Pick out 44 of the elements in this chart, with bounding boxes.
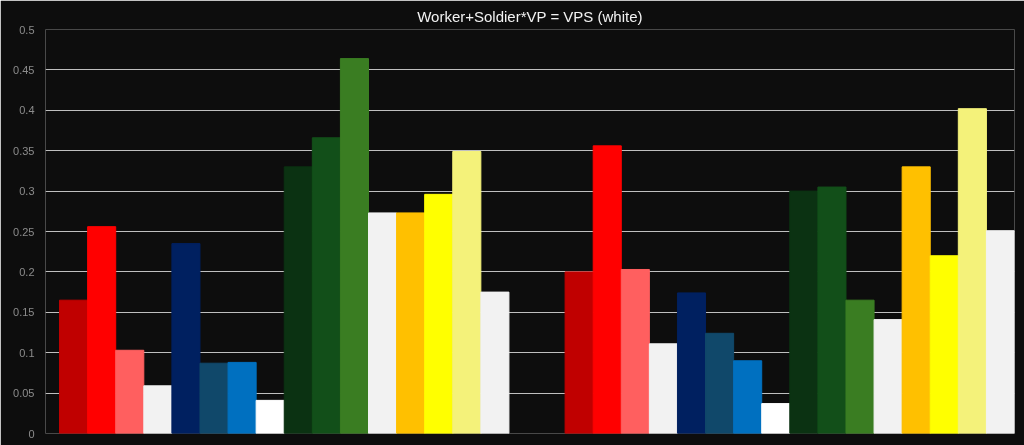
- bar: [424, 193, 454, 434]
- y-tick-label: 0.25: [13, 225, 35, 238]
- bar: [115, 349, 145, 434]
- bar: [620, 268, 650, 434]
- y-tick-label: 0.3: [19, 185, 35, 198]
- bar: [957, 108, 987, 434]
- chart-title: Worker+Soldier*VP = VPS (white): [417, 7, 643, 25]
- y-tick-label: 0.1: [19, 346, 35, 359]
- y-tick-label: 0.45: [13, 63, 35, 76]
- bar: [564, 271, 594, 434]
- bar: [901, 166, 931, 434]
- bar: [452, 151, 482, 434]
- bar: [283, 166, 313, 434]
- bar: [87, 226, 117, 434]
- bar: [817, 186, 847, 434]
- bar: [789, 190, 819, 434]
- bar: [873, 319, 903, 434]
- y-tick-label: 0.4: [19, 104, 35, 117]
- y-tick-label: 0.35: [13, 144, 35, 157]
- bar: [396, 212, 426, 434]
- y-tick-label: 0: [28, 427, 35, 440]
- bar: [761, 403, 791, 434]
- bar: [143, 385, 173, 434]
- y-tick-label: 0.05: [13, 387, 35, 400]
- bar: [311, 137, 341, 434]
- bar: [339, 58, 369, 434]
- bar: [929, 255, 959, 434]
- bar: [171, 243, 201, 434]
- bar: [985, 230, 1015, 434]
- y-tick-label: 0.15: [13, 306, 35, 319]
- bar: [592, 145, 622, 434]
- y-tick-label: 0.2: [19, 265, 35, 278]
- bar: [705, 332, 735, 434]
- bar: [227, 361, 257, 434]
- bar: [368, 212, 398, 434]
- y-tick-label: 0.5: [19, 23, 35, 36]
- bar: [199, 362, 229, 434]
- bar: [845, 299, 875, 434]
- bar: [648, 343, 678, 434]
- bar: [480, 291, 510, 434]
- bar: [733, 360, 763, 434]
- bar: [255, 399, 285, 434]
- bar: [676, 292, 707, 434]
- bar: [59, 299, 89, 434]
